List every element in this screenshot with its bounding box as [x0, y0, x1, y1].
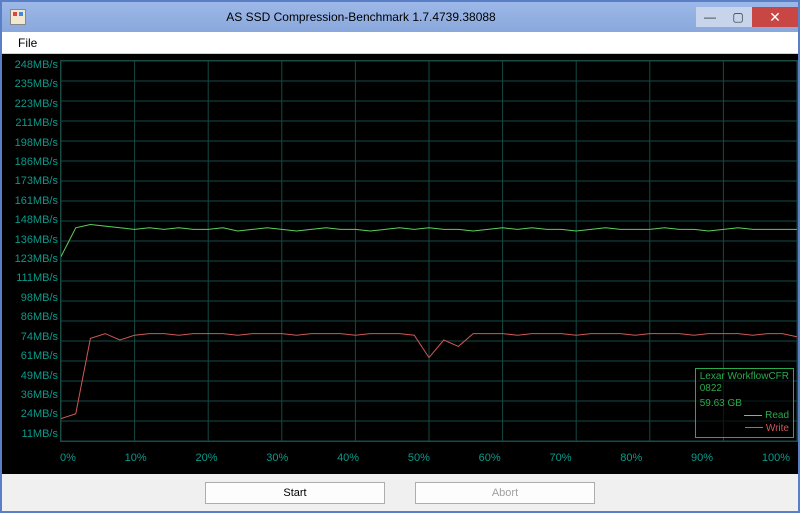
legend-device-id: 0822 [700, 383, 789, 396]
x-tick-label: 0% [60, 452, 76, 464]
y-tick-label: 198MB/s [2, 138, 60, 149]
read-swatch [744, 415, 762, 416]
window-title: AS SSD Compression-Benchmark 1.7.4739.38… [26, 10, 696, 24]
button-row: Start Abort [2, 474, 798, 511]
app-icon [10, 9, 26, 25]
y-tick-label: 223MB/s [2, 99, 60, 110]
titlebar: AS SSD Compression-Benchmark 1.7.4739.38… [2, 2, 798, 32]
y-tick-label: 136MB/s [2, 235, 60, 246]
x-tick-label: 60% [479, 452, 501, 464]
grid-lines [61, 61, 797, 441]
y-tick-label: 61MB/s [2, 351, 60, 362]
x-tick-label: 30% [266, 452, 288, 464]
minimize-button[interactable]: — [696, 7, 724, 27]
chart-area: 248MB/s 235MB/s 223MB/s 211MB/s 198MB/s 186MB… [2, 54, 798, 474]
x-tick-label: 10% [125, 452, 147, 464]
start-button[interactable]: Start [205, 482, 385, 504]
x-axis-labels: 0% 10% 20% 30% 40% 50% 60% 70% 80% 90% 100% [60, 452, 798, 464]
menubar: File [2, 32, 798, 54]
menu-file[interactable]: File [10, 34, 45, 52]
y-tick-label: 98MB/s [2, 293, 60, 304]
legend-device: Lexar WorkflowCFR [700, 371, 789, 384]
y-tick-label: 161MB/s [2, 196, 60, 207]
y-tick-label: 111MB/s [2, 273, 60, 284]
abort-button[interactable]: Abort [415, 482, 595, 504]
y-tick-label: 211MB/s [2, 118, 60, 129]
y-tick-label: 186MB/s [2, 157, 60, 168]
write-swatch [745, 427, 763, 428]
legend-capacity: 59.63 GB [700, 398, 789, 411]
x-tick-label: 50% [408, 452, 430, 464]
window-controls: — ▢ ✕ [696, 7, 798, 27]
x-tick-label: 70% [549, 452, 571, 464]
y-axis-labels: 248MB/s 235MB/s 223MB/s 211MB/s 198MB/s 186MB… [2, 60, 60, 440]
maximize-button[interactable]: ▢ [724, 7, 752, 27]
y-tick-label: 74MB/s [2, 332, 60, 343]
close-button[interactable]: ✕ [752, 7, 798, 27]
y-tick-label: 235MB/s [2, 79, 60, 90]
legend: Lexar WorkflowCFR 0822 59.63 GB Read Wri… [695, 368, 794, 439]
y-tick-label: 24MB/s [2, 409, 60, 420]
legend-write: Write [700, 423, 789, 436]
y-tick-label: 248MB/s [2, 60, 60, 71]
x-tick-label: 80% [620, 452, 642, 464]
chart-svg [61, 61, 797, 441]
x-tick-label: 100% [762, 452, 790, 464]
x-tick-label: 20% [195, 452, 217, 464]
legend-write-label: Write [766, 423, 789, 434]
y-tick-label: 36MB/s [2, 390, 60, 401]
y-tick-label: 11MB/s [2, 429, 60, 440]
x-tick-label: 90% [691, 452, 713, 464]
x-tick-label: 40% [337, 452, 359, 464]
y-tick-label: 173MB/s [2, 176, 60, 187]
y-tick-label: 148MB/s [2, 215, 60, 226]
y-tick-label: 123MB/s [2, 254, 60, 265]
legend-read: Read [700, 410, 789, 423]
y-tick-label: 86MB/s [2, 312, 60, 323]
plot-region [60, 60, 798, 442]
y-tick-label: 49MB/s [2, 371, 60, 382]
legend-read-label: Read [765, 410, 789, 421]
